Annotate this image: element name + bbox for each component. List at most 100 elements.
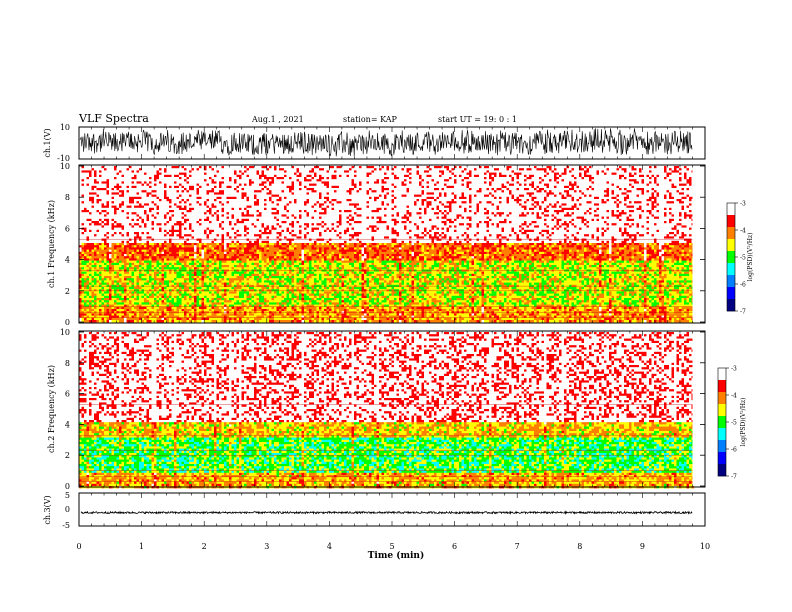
spectrogram-cell [174, 173, 177, 175]
spectrogram-cell [219, 239, 222, 241]
spectrogram-cell [109, 287, 112, 289]
spectrogram-cell [184, 300, 187, 302]
spectrogram-cell [87, 241, 90, 243]
spectrogram-cell [169, 214, 172, 216]
spectrogram-cell [112, 234, 115, 236]
spectrogram-cell [237, 243, 240, 245]
spectrogram-cell [184, 283, 187, 285]
spectrogram-cell [102, 265, 105, 267]
spectrogram-cell [152, 263, 155, 265]
spectrogram-cell [159, 247, 162, 249]
spectrogram-cell [162, 294, 165, 296]
spectrogram-cell [122, 283, 125, 285]
spectrogram-cell [159, 206, 162, 208]
spectrogram-cell [177, 184, 180, 186]
spectrogram-cell [149, 298, 152, 300]
spectrogram-cell [229, 212, 232, 214]
spectrogram-cell [202, 272, 205, 274]
spectrogram-cell [154, 225, 157, 227]
spectrogram-cell [144, 302, 147, 304]
spectrogram-cell [214, 225, 217, 227]
spectrogram-cell [167, 199, 170, 201]
spectrogram-cell [152, 247, 155, 249]
spectrogram-cell [142, 201, 145, 203]
spectrogram-cell [242, 307, 245, 309]
spectrogram-cell [224, 309, 227, 311]
spectrogram-cell [184, 214, 187, 216]
spectrogram-cell [237, 197, 240, 199]
spectrogram-cell [169, 199, 172, 201]
spectrogram-cell [214, 208, 217, 210]
spectrogram-cell [162, 313, 165, 315]
spectrogram-cell [157, 294, 160, 296]
spectrogram-cell [104, 212, 107, 214]
spectrogram-cell [134, 287, 137, 289]
spectrogram-cell [189, 192, 192, 194]
spectrogram-cell [142, 252, 145, 254]
spectrogram-cell [107, 186, 110, 188]
spectrogram-cell [232, 170, 235, 172]
spectrogram-cell [127, 245, 130, 247]
spectrogram-cell [102, 223, 105, 225]
spectrogram-cell [174, 239, 177, 241]
spectrogram-cell [154, 217, 157, 219]
spectrogram-cell [159, 170, 162, 172]
spectrogram-cell [177, 294, 180, 296]
spectrogram-cell [192, 294, 195, 296]
spectrogram-cell [92, 175, 95, 177]
spectrogram-cell [187, 206, 190, 208]
spectrogram-cell [232, 223, 235, 225]
spectrogram-cell [152, 250, 155, 252]
spectrogram-cell [232, 168, 235, 170]
spectrogram-cell [234, 250, 237, 252]
spectrogram-cell [109, 186, 112, 188]
spectrogram-cell [224, 219, 227, 221]
spectrogram-cell [114, 232, 117, 234]
spectrogram-cell [87, 256, 90, 258]
spectrogram-cell [112, 230, 115, 232]
spectrogram-cell [229, 214, 232, 216]
spectrogram-cell [207, 289, 210, 291]
spectrogram-cell [159, 254, 162, 256]
spectrogram-cell [229, 210, 232, 212]
spectrogram-cell [149, 212, 152, 214]
spectrogram-cell [99, 186, 102, 188]
spectrogram-cell [199, 261, 202, 263]
spectrogram-cell [87, 188, 90, 190]
spectrogram-cell [194, 287, 197, 289]
spectrogram-cell [184, 221, 187, 223]
spectrogram-cell [244, 280, 247, 282]
spectrogram-cell [222, 254, 225, 256]
spectrogram-cell [182, 254, 185, 256]
spectrogram-cell [239, 265, 242, 267]
spectrogram-cell [204, 177, 207, 179]
spectrogram-cell [84, 267, 87, 269]
spectrogram-cell [217, 208, 220, 210]
spectrogram-cell [109, 184, 112, 186]
spectrogram-cell [204, 208, 207, 210]
spectrogram-cell [134, 247, 137, 249]
spectrogram-cell [227, 181, 230, 183]
spectrogram-cell [219, 192, 222, 194]
spectrogram-cell [202, 261, 205, 263]
spectrogram-cell [194, 175, 197, 177]
spectrogram-cell [234, 201, 237, 203]
spectrogram-cell [102, 280, 105, 282]
spectrogram-cell [242, 278, 245, 280]
spectrogram-cell [109, 267, 112, 269]
spectrogram-cell [157, 230, 160, 232]
spectrogram-cell [139, 267, 142, 269]
spectrogram-cell [162, 252, 165, 254]
spectrogram-cell [219, 168, 222, 170]
spectrogram-cell [237, 250, 240, 252]
spectrogram-cell [232, 283, 235, 285]
spectrogram-cell [132, 241, 135, 243]
spectrogram-cell [197, 212, 200, 214]
spectrogram-cell [139, 272, 142, 274]
spectrogram-cell [139, 256, 142, 258]
spectrogram-cell [129, 261, 132, 263]
spectrogram-cell [202, 192, 205, 194]
spectrogram-cell [192, 168, 195, 170]
spectrogram-cell [249, 201, 252, 203]
spectrogram-cell [197, 247, 200, 249]
